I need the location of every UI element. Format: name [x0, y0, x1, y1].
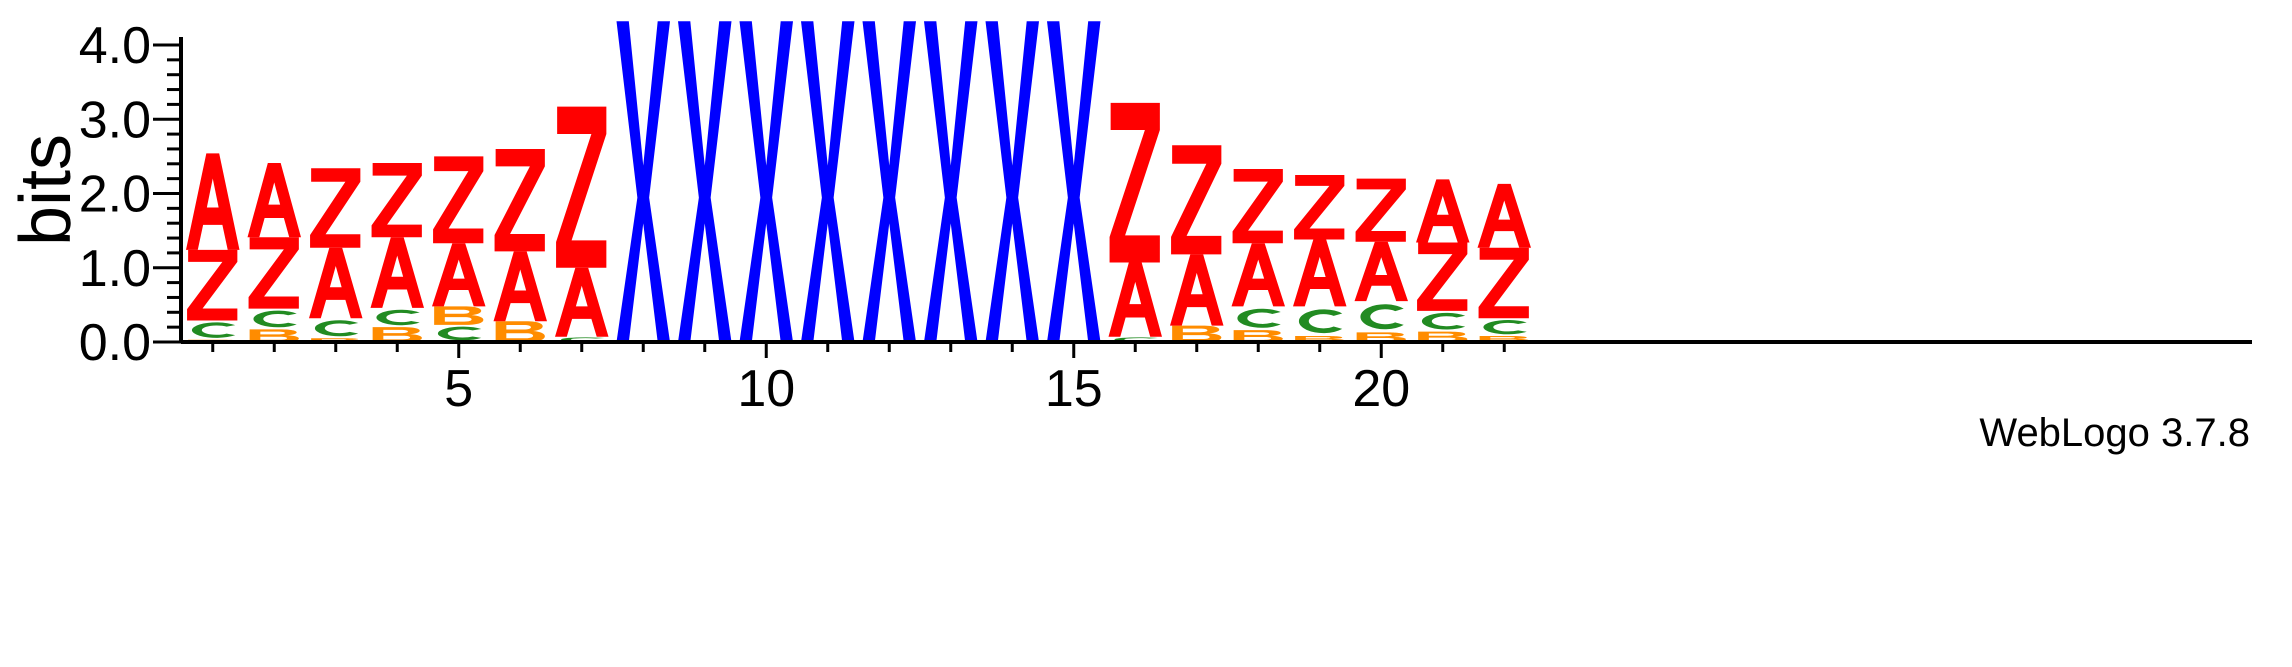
logo-letter-C-pos-5: [437, 326, 482, 341]
logo-letter-A-pos-17: [1170, 254, 1224, 326]
logo-letter-X-pos-9: [678, 21, 732, 343]
logo-letter-Z-pos-5: [433, 156, 484, 244]
logo-letter-Z-pos-4: [371, 163, 422, 238]
logo-letter-X-pos-12: [862, 21, 916, 343]
logo-letter-A-pos-16: [1108, 262, 1162, 337]
logo-letter-Z-pos-22: [1478, 247, 1529, 319]
logo-letter-A-pos-1: [186, 153, 240, 250]
logo-letter-Z-pos-17: [1171, 145, 1222, 255]
logo-letter-A-pos-20: [1354, 241, 1408, 302]
y-tick-label: 4.0: [79, 17, 151, 75]
logo-letter-C-pos-1: [191, 322, 236, 338]
y-tick-label: 3.0: [79, 91, 151, 149]
logo-letter-X-pos-10: [739, 21, 793, 343]
logo-letter-Z-pos-2: [248, 237, 299, 309]
logo-letter-C-pos-4: [376, 309, 420, 326]
logo-letter-A-pos-21: [1416, 179, 1470, 243]
logo-letter-B-pos-18: [1233, 330, 1283, 342]
logo-letter-B-pos-6: [495, 321, 545, 342]
logo-letter-A-pos-19: [1293, 239, 1347, 307]
logo-letter-Z-pos-21: [1417, 242, 1468, 311]
y-axis: 0.0 1.0 2.0 3.0 4.0: [79, 17, 183, 372]
logo-letter-A-pos-22: [1477, 183, 1531, 248]
logo-letter-A-pos-2: [247, 163, 301, 238]
y-tick-label: 0.0: [79, 314, 151, 372]
letter-stacks: [186, 21, 1531, 343]
logo-letter-C-pos-19: [1298, 309, 1343, 334]
logo-letter-X-pos-8: [616, 21, 670, 343]
logo-letter-X-pos-11: [801, 21, 855, 343]
logo-letter-B-pos-20: [1356, 332, 1406, 342]
logo-letter-Z-pos-18: [1232, 168, 1283, 244]
logo-letter-Z-pos-19: [1294, 174, 1345, 240]
x-tick-label: 20: [1352, 360, 1410, 418]
logo-letter-Z-pos-1: [187, 249, 238, 321]
logo-letter-A-pos-4: [370, 237, 424, 308]
y-axis-label: bits: [6, 134, 86, 246]
y-tick-label: 2.0: [79, 166, 151, 224]
y-tick-label: 1.0: [79, 240, 151, 298]
x-axis: 5 10 15 20: [181, 340, 2252, 418]
logo-letter-Z-pos-20: [1355, 178, 1406, 242]
weblogo-credit: WebLogo 3.7.8: [1979, 411, 2250, 455]
logo-letter-B-pos-21: [1418, 331, 1468, 342]
logo-letter-C-pos-20: [1360, 304, 1404, 330]
logo-letter-C-pos-18: [1237, 308, 1281, 328]
logo-letter-B-pos-4: [372, 327, 422, 342]
logo-letter-Z-pos-16: [1109, 102, 1160, 263]
logo-letter-B-pos-5: [434, 306, 484, 325]
logo-letter-C-pos-21: [1421, 312, 1466, 330]
logo-letter-B-pos-17: [1172, 325, 1222, 342]
logo-letter-X-pos-15: [1047, 21, 1101, 343]
logo-letter-C-pos-3: [314, 320, 359, 337]
logo-letter-B-pos-2: [249, 329, 299, 342]
x-tick-label: 15: [1045, 360, 1103, 418]
logo-letter-X-pos-14: [985, 21, 1039, 343]
logo-letter-A-pos-5: [432, 243, 486, 307]
logo-letter-X-pos-13: [924, 21, 978, 343]
logo-letter-A-pos-3: [309, 247, 363, 319]
x-tick-label: 5: [444, 360, 473, 418]
logo-letter-A-pos-6: [493, 251, 547, 322]
x-tick-label: 10: [737, 360, 795, 418]
logo-letter-C-pos-2: [253, 310, 297, 328]
logo-letter-C-pos-22: [1483, 320, 1527, 335]
logo-letter-A-pos-18: [1231, 243, 1285, 307]
logo-letter-Z-pos-6: [494, 148, 545, 252]
logo-letter-A-pos-7: [555, 267, 609, 337]
logo-letter-Z-pos-3: [310, 168, 361, 248]
logo-letter-Z-pos-7: [556, 106, 607, 268]
